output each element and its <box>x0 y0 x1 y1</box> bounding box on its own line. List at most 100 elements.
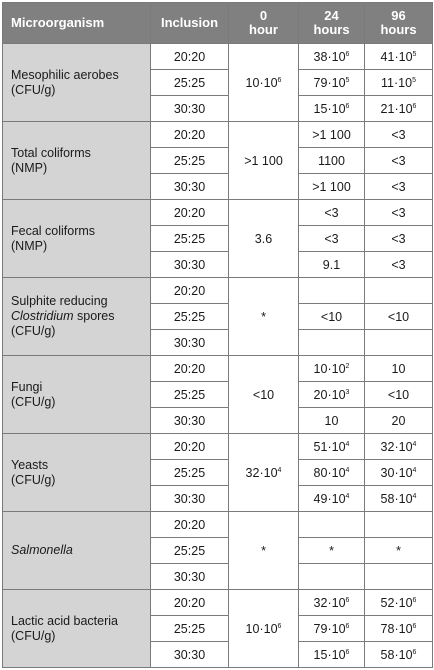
microorganism-name-line: (NMP) <box>11 161 146 176</box>
microorganism-name-text: Yeasts <box>11 457 49 472</box>
hours-96-cell: <3 <box>364 225 433 252</box>
hour-0-cell: 10·106 <box>228 43 299 122</box>
hour-0-cell-value: 32·10 <box>245 465 278 480</box>
microorganism-name-text: Fecal coliforms <box>11 223 96 238</box>
microorganism-name-line: (CFU/g) <box>11 629 146 644</box>
table-body: Mesophilic aerobes (CFU/g) 20:20 10·106 38·1… <box>2 43 433 668</box>
header-0-hour-number: 0 <box>259 8 268 23</box>
hours-96-cell: <10 <box>364 303 433 330</box>
table-row: 30:30 49·104 58·104 <box>3 485 433 512</box>
hours-96-cell: <3 <box>364 147 433 174</box>
hours-24-cell-value: 10 <box>324 413 339 428</box>
header-24-hours-number: 24 <box>324 8 339 23</box>
hours-24-cell-value: 79·10 <box>313 621 346 636</box>
hours-96-cell-exponent: 6 <box>412 622 417 630</box>
hours-96-cell-value: <3 <box>391 179 406 194</box>
hours-24-cell <box>298 511 365 538</box>
hours-96-cell: 20 <box>364 407 433 434</box>
header-24-hours: 24 hours <box>298 2 365 44</box>
hours-96-cell: 41·105 <box>364 43 433 70</box>
inclusion-cell: 30:30 <box>150 563 229 590</box>
hours-96-cell-exponent: 4 <box>412 440 417 448</box>
inclusion-cell: 25:25 <box>150 147 229 174</box>
table-row: 25:25 79·106 78·106 <box>3 615 433 642</box>
inclusion-cell: 20:20 <box>150 43 229 70</box>
hours-96-cell-exponent: 6 <box>412 648 417 656</box>
hours-24-cell: 10 <box>298 407 365 434</box>
hour-0-cell: * <box>228 511 299 590</box>
hours-96-cell: 58·104 <box>364 485 433 512</box>
hours-96-cell: <10 <box>364 381 433 408</box>
hour-0-cell-value: * <box>261 309 266 324</box>
microorganism-name-line: (CFU/g) <box>11 395 146 410</box>
microorganism-name-text: Fungi <box>11 379 43 394</box>
hours-24-cell-value: <3 <box>324 231 339 246</box>
inclusion-cell: 20:20 <box>150 355 229 382</box>
hours-24-cell: >1 100 <box>298 173 365 200</box>
hours-24-cell-value: 10·10 <box>313 361 346 376</box>
inclusion-cell: 25:25 <box>150 615 229 642</box>
hour-0-cell: >1 100 <box>228 121 299 200</box>
microorganism-genus: Clostridium <box>11 309 74 323</box>
table-row: 30:30 10 20 <box>3 407 433 434</box>
hours-96-cell: 11·105 <box>364 69 433 96</box>
table-row: 30:30 15·106 21·106 <box>3 95 433 122</box>
hours-24-cell-exponent: 4 <box>345 440 350 448</box>
table-row: Mesophilic aerobes (CFU/g) 20:20 10·106 38·1… <box>2 43 433 122</box>
hours-24-cell-exponent: 2 <box>345 362 350 370</box>
microorganism-name-line: Fecal coliforms <box>11 224 146 239</box>
microorganism-name: Salmonella <box>2 511 151 590</box>
table-row: 30:30 15·106 58·106 <box>3 641 433 668</box>
hours-96-cell: <3 <box>364 121 433 148</box>
hours-96-cell: <3 <box>364 173 433 200</box>
hours-96-cell-exponent: 6 <box>412 596 417 604</box>
table-row: 25:25 <10 <10 <box>3 303 433 330</box>
hours-24-cell: 15·106 <box>298 95 365 122</box>
hour-0-cell-exponent: 6 <box>277 76 282 84</box>
hours-24-cell <box>298 277 365 304</box>
hours-24-cell-value: 79·10 <box>313 75 346 90</box>
hour-0-cell-value: >1 100 <box>244 153 283 168</box>
microorganism-name: Fecal coliforms (NMP) <box>2 199 151 278</box>
header-0-hour: 0 hour <box>228 2 299 44</box>
hours-24-cell-value: 32·10 <box>313 595 346 610</box>
inclusion-cell: 25:25 <box>150 303 229 330</box>
hours-24-cell <box>298 329 365 356</box>
hours-24-cell: 79·106 <box>298 615 365 642</box>
hours-24-cell-value: <10 <box>320 309 343 324</box>
inclusion-cell: 20:20 <box>150 589 229 616</box>
hours-96-cell: 58·106 <box>364 641 433 668</box>
hours-96-cell-exponent: 4 <box>412 492 417 500</box>
hours-24-cell: 51·104 <box>298 433 365 460</box>
microorganism-name-line: (NMP) <box>11 239 146 254</box>
inclusion-cell: 20:20 <box>150 199 229 226</box>
microorganism-name-text: (NMP) <box>11 160 48 175</box>
microorganism-name-line: (CFU/g) <box>11 83 146 98</box>
table-header: Microorganism Inclusion 0 hour 24 hours … <box>2 2 433 44</box>
table-row: 25:25 1100 <3 <box>3 147 433 174</box>
hours-24-cell-exponent: 6 <box>345 596 350 604</box>
hours-24-cell: 15·106 <box>298 641 365 668</box>
hours-96-cell: 32·104 <box>364 433 433 460</box>
hours-24-cell-value: >1 100 <box>312 127 351 142</box>
hours-96-cell-exponent: 4 <box>412 466 417 474</box>
microorganism-name-text: (CFU/g) <box>11 472 56 487</box>
hours-24-cell-value: * <box>329 543 334 558</box>
inclusion-cell: 25:25 <box>150 225 229 252</box>
hours-96-cell-value: 32·10 <box>380 439 413 454</box>
hours-24-cell-value: 1100 <box>318 153 345 168</box>
hour-0-cell-value: 10·10 <box>245 75 278 90</box>
hours-96-cell-value: 21·10 <box>380 101 413 116</box>
hours-96-cell-value: 52·10 <box>380 595 413 610</box>
hours-24-cell <box>298 563 365 590</box>
hours-24-cell: 20·103 <box>298 381 365 408</box>
hours-24-cell: 10·102 <box>298 355 365 382</box>
microorganism-name-text: (NMP) <box>11 238 48 253</box>
table-row: 30:30 9.1 <3 <box>3 251 433 278</box>
microorganism-name-text: Sulphite reducing <box>11 294 108 308</box>
hours-96-cell-value: * <box>396 543 401 558</box>
inclusion-cell: 20:20 <box>150 433 229 460</box>
inclusion-cell: 30:30 <box>150 641 229 668</box>
hours-24-cell: <3 <box>298 225 365 252</box>
hour-0-cell-value: * <box>261 543 266 558</box>
